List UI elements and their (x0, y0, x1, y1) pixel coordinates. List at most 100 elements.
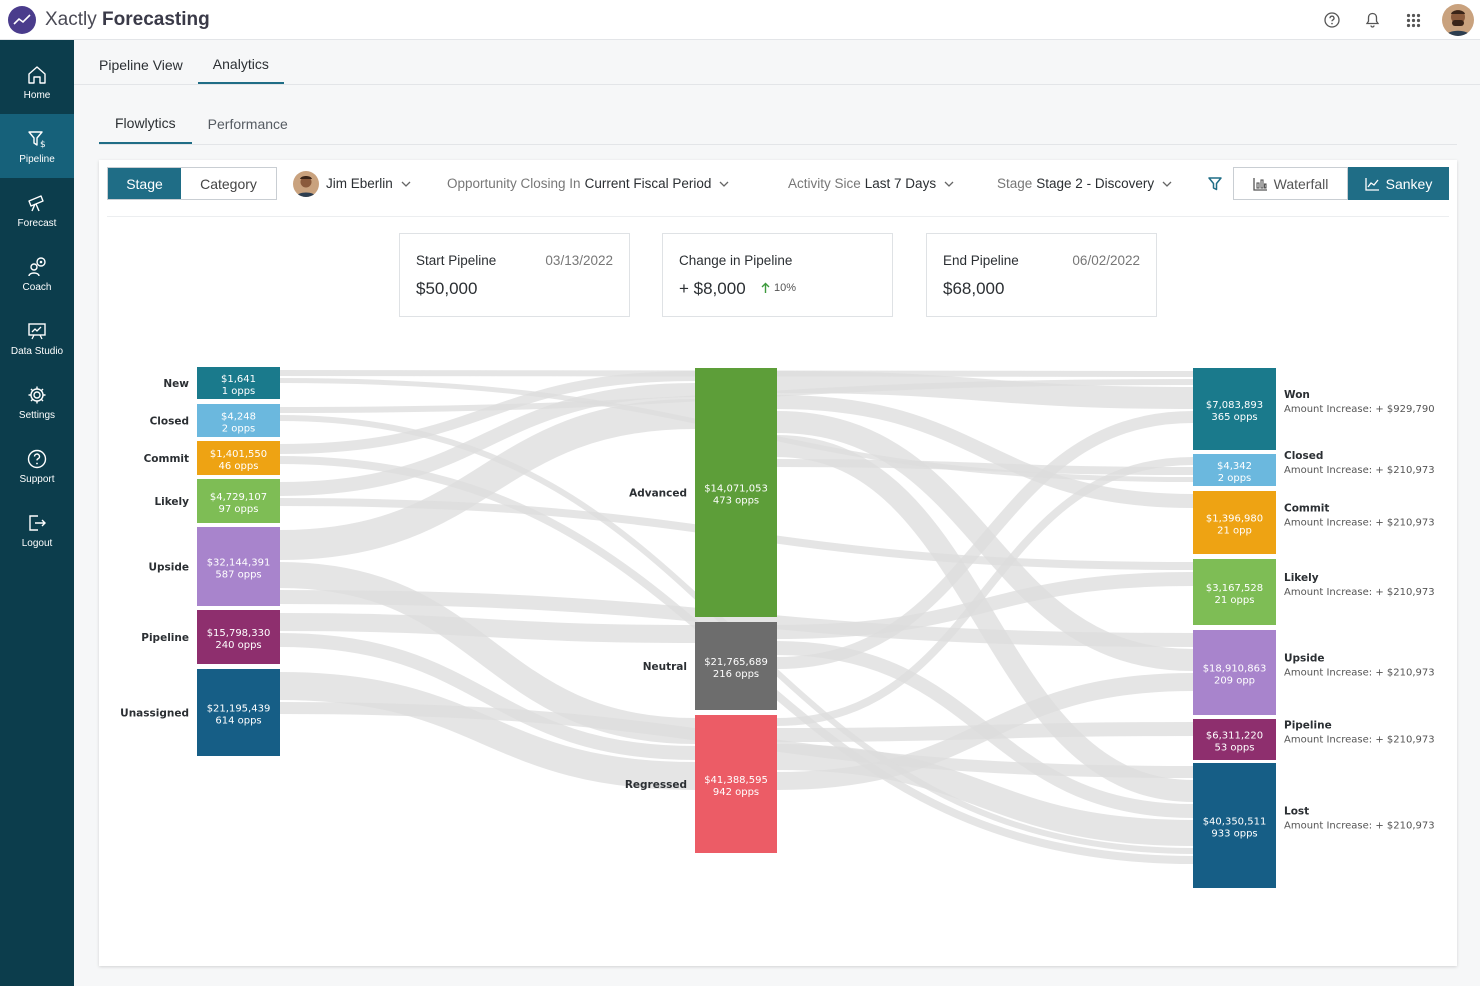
node-increase-label: Amount Increase: + $210,973 (1284, 668, 1435, 679)
sidebar-item-coach[interactable]: Coach (0, 242, 74, 306)
sidebar-item-label: Forecast (17, 217, 57, 229)
node-opps-label: 942 opps (713, 787, 759, 798)
node-stage-label: Likely (154, 496, 189, 508)
node-opps-label: 53 opps (1215, 743, 1255, 754)
node-amount-label: $21,765,689 (704, 657, 768, 668)
sankey-node-pipeline (197, 610, 280, 664)
node-stage-label: Unassigned (120, 708, 189, 720)
node-opps-label: 216 opps (713, 669, 759, 680)
sidebar-item-label: Coach (22, 281, 52, 293)
sankey-node-lost (1193, 763, 1276, 888)
node-amount-label: $32,144,391 (207, 558, 271, 569)
node-amount-label: $1,396,980 (1206, 514, 1263, 525)
node-amount-label: $18,910,863 (1203, 664, 1267, 675)
sidebar-item-settings[interactable]: Settings (0, 370, 74, 434)
change-percent: 10% (761, 282, 796, 294)
bar-chart-icon (1252, 177, 1267, 191)
svg-text:$: $ (40, 140, 46, 150)
chevron-down-icon (719, 181, 729, 187)
node-opps-label: 1 opps (222, 386, 256, 397)
logo-chart-icon (8, 5, 36, 34)
sankey-node-commit (197, 441, 280, 475)
sankey-node-pipeline (1193, 719, 1276, 760)
sankey-node-closed (197, 404, 280, 437)
flowlytics-panel: Stage Category Jim Eberlin Opportunity C… (99, 160, 1457, 966)
bell-icon[interactable] (1352, 0, 1393, 40)
arrow-up-icon (761, 282, 770, 293)
help-circle-icon (27, 449, 47, 468)
sidebar-item-forecast[interactable]: Forecast (0, 178, 74, 242)
sidebar-item-logout[interactable]: Logout (0, 498, 74, 562)
activity-since-dropdown[interactable]: Activity Sice Last 7 Days (788, 167, 954, 200)
node-stage-label: Regressed (625, 779, 687, 791)
sankey-link (776, 371, 1194, 409)
sankey-link (776, 744, 1194, 846)
sankey-button[interactable]: Sankey (1348, 167, 1449, 200)
sankey-link (776, 673, 1194, 790)
person-name: Jim Eberlin (326, 176, 393, 191)
app-logo[interactable]: Xactly Forecasting (8, 5, 210, 34)
help-icon[interactable] (1311, 0, 1352, 40)
node-stage-label: Pipeline (141, 632, 189, 644)
sidebar-item-data-studio[interactable]: Data Studio (0, 306, 74, 370)
waterfall-button[interactable]: Waterfall (1233, 167, 1348, 200)
node-amount-label: $3,167,528 (1206, 583, 1263, 594)
telescope-icon (28, 194, 44, 211)
chevron-down-icon (401, 181, 411, 187)
card-value: $50,000 (416, 279, 478, 298)
tab-performance[interactable]: Performance (207, 116, 288, 132)
node-increase-label: Amount Increase: + $210,973 (1284, 735, 1435, 746)
user-avatar[interactable] (1442, 4, 1474, 36)
person-dropdown[interactable]: Jim Eberlin (293, 167, 411, 200)
tab-analytics[interactable]: Analytics (197, 46, 284, 84)
node-amount-label: $7,083,893 (1206, 400, 1263, 411)
node-stage-label: Likely (1284, 572, 1319, 584)
stage-value: Stage 2 - Discovery (1036, 176, 1155, 191)
chevron-down-icon (944, 181, 954, 187)
node-stage-label: Commit (144, 453, 189, 465)
node-opps-label: 21 opp (1217, 526, 1252, 537)
node-amount-label: $40,350,511 (1203, 817, 1267, 828)
node-increase-label: Amount Increase: + $929,790 (1284, 404, 1435, 415)
logout-icon (29, 514, 46, 531)
category-toggle-button[interactable]: Category (181, 168, 276, 199)
node-opps-label: 473 opps (713, 496, 759, 507)
node-opps-label: 2 opps (222, 424, 256, 435)
closing-label: Opportunity Closing In (447, 176, 581, 191)
card-title: End Pipeline (943, 253, 1019, 268)
node-stage-label: Closed (150, 416, 189, 428)
sidebar-item-support[interactable]: Support (0, 434, 74, 498)
node-amount-label: $1,401,550 (210, 449, 267, 460)
sidebar: Home $ Pipeline Forecast Coach Data Stud… (0, 40, 74, 986)
sankey-link (279, 633, 696, 760)
sankey-link (279, 672, 696, 790)
stage-dropdown[interactable]: Stage Stage 2 - Discovery (997, 167, 1172, 200)
node-opps-label: 21 opps (1215, 595, 1255, 606)
node-amount-label: $4,342 (1217, 461, 1252, 472)
filter-toolbar: Stage Category Jim Eberlin Opportunity C… (107, 167, 1449, 201)
home-icon (28, 65, 46, 84)
filter-icon[interactable] (1207, 167, 1223, 200)
apps-grid-icon[interactable] (1393, 0, 1434, 40)
closing-period-dropdown[interactable]: Opportunity Closing In Current Fiscal Per… (447, 167, 729, 200)
node-increase-label: Amount Increase: + $210,973 (1284, 587, 1435, 598)
sankey-link (279, 590, 1194, 647)
start-pipeline-card: Start Pipeline 03/13/2022 $50,000 (399, 233, 630, 317)
node-stage-label: Commit (1284, 503, 1329, 515)
sankey-node-unassigned (197, 669, 280, 756)
change-percent-value: 10% (774, 282, 797, 294)
node-amount-label: $15,798,330 (207, 628, 271, 639)
tab-flowlytics[interactable]: Flowlytics (99, 104, 192, 144)
data-studio-icon (28, 322, 46, 339)
tab-pipeline-view[interactable]: Pipeline View (99, 57, 183, 73)
sidebar-item-pipeline[interactable]: $ Pipeline (0, 114, 74, 178)
sankey-node-neutral (695, 622, 777, 710)
node-amount-label: $21,195,439 (207, 704, 271, 715)
stage-toggle-button[interactable]: Stage (108, 168, 181, 199)
node-opps-label: 240 opps (215, 640, 261, 651)
sankey-link (776, 411, 1194, 669)
stage-label: Stage (997, 176, 1033, 191)
sankey-link (279, 371, 696, 454)
coach-icon (28, 256, 46, 276)
sidebar-item-home[interactable]: Home (0, 50, 74, 114)
